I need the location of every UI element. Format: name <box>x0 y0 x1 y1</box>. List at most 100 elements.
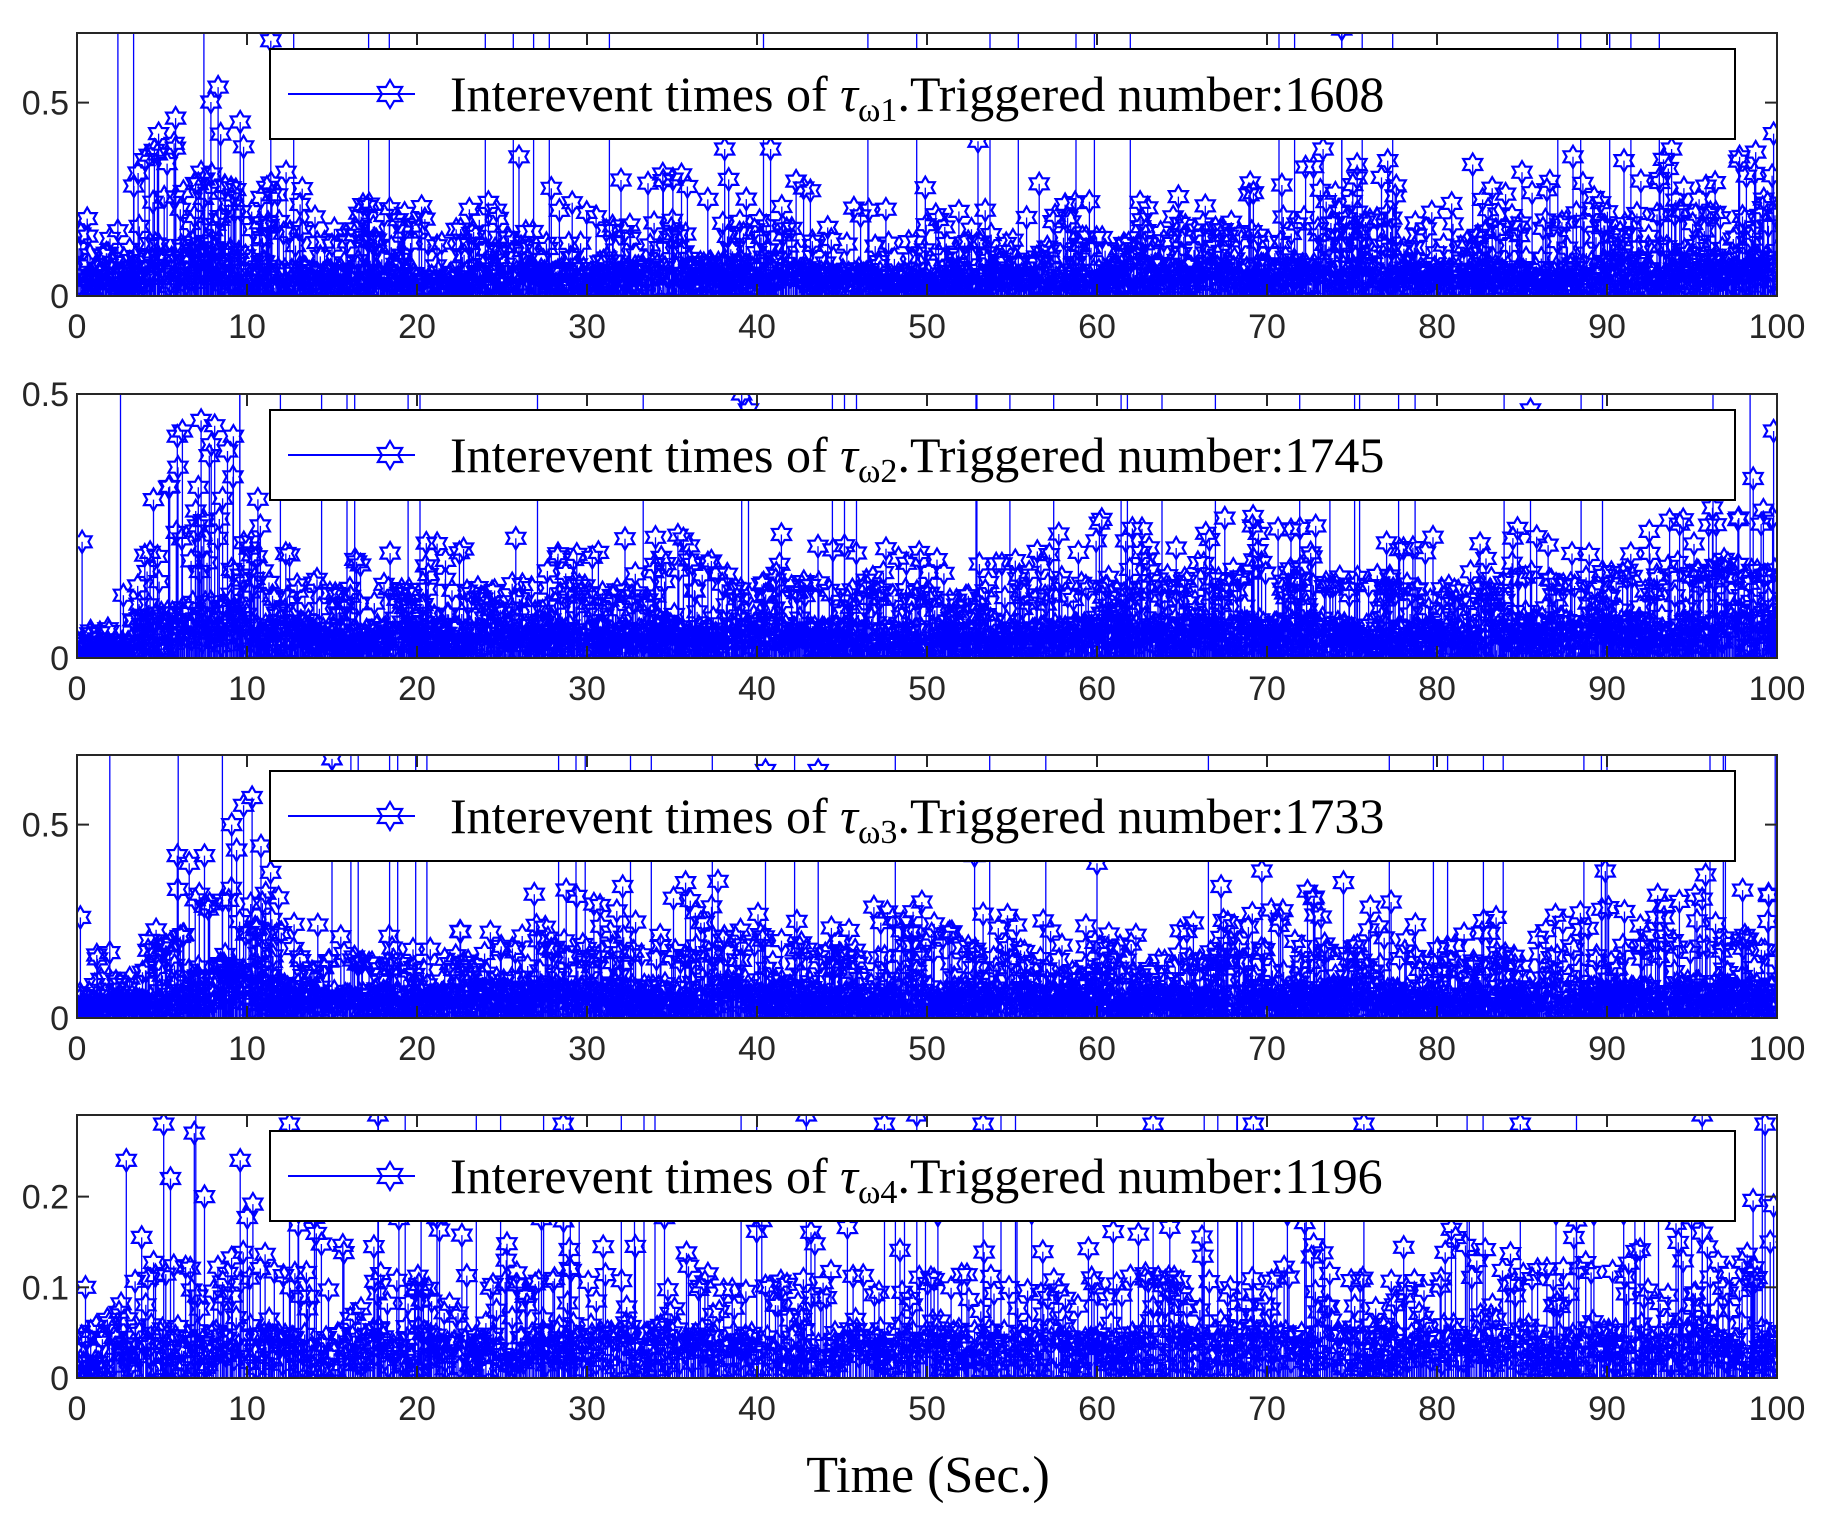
data-point-marker <box>1039 243 1063 270</box>
data-point-marker <box>713 135 737 163</box>
data-point-marker <box>1703 169 1727 196</box>
data-point-marker <box>334 222 358 249</box>
data-point-marker <box>1668 245 1692 273</box>
data-point-marker <box>305 229 329 256</box>
data-point-marker <box>303 203 327 231</box>
data-point-marker <box>1637 223 1661 250</box>
x-axis: 0 10 20 30 40 50 60 70 80 90 100 <box>68 33 1806 346</box>
data-point-marker <box>867 248 891 275</box>
data-point-marker <box>968 228 992 256</box>
legend-box <box>269 48 1736 140</box>
data-point-marker <box>1118 276 1142 296</box>
data-point-marker <box>661 165 685 193</box>
data-point-marker <box>674 220 698 248</box>
x-tick-label: 0 <box>68 308 87 346</box>
data-point-marker <box>584 203 608 230</box>
data-point-marker <box>199 88 223 116</box>
data-point-marker <box>1380 204 1404 232</box>
data-point-marker <box>947 198 971 225</box>
data-point-marker <box>1078 188 1101 215</box>
legend-label: Interevent times of τω1.Triggered number… <box>450 66 1384 129</box>
data-point-marker <box>1345 164 1369 192</box>
data-point-marker <box>290 175 314 202</box>
data-point-marker <box>1376 147 1400 174</box>
data-point-marker <box>182 203 206 230</box>
data-point-marker <box>816 214 840 241</box>
data-point-marker <box>255 174 279 201</box>
data-point-marker <box>478 274 501 296</box>
x-tick-label: 20 <box>398 308 436 346</box>
data-point-marker <box>1345 151 1369 178</box>
data-point-marker <box>291 218 315 245</box>
data-point-marker <box>511 237 535 264</box>
data-point-marker <box>1159 227 1183 255</box>
data-point-marker <box>1734 162 1758 190</box>
data-point-marker <box>835 230 859 258</box>
data-point-marker <box>464 223 488 250</box>
data-point-marker <box>1571 170 1595 197</box>
x-tick-label: 100 <box>1749 308 1806 346</box>
legend-symbol: τ <box>840 66 860 122</box>
data-point-marker <box>874 196 898 223</box>
data-point-marker <box>219 174 243 201</box>
data-point-marker <box>521 218 545 245</box>
data-point-marker <box>1420 199 1444 226</box>
data-point-marker <box>1656 155 1680 182</box>
data-point-marker <box>661 207 684 234</box>
data-point-marker <box>1268 229 1292 256</box>
data-point-marker <box>458 196 481 223</box>
data-point-marker <box>1402 234 1426 261</box>
data-point-marker <box>849 202 872 230</box>
data-point-marker <box>413 205 437 233</box>
y-axis: 00.5 <box>22 85 1777 316</box>
data-point-marker <box>1538 168 1562 195</box>
data-point-marker <box>536 235 560 262</box>
data-point-marker <box>164 104 187 132</box>
data-point-marker <box>342 221 366 248</box>
data-point-marker <box>322 215 346 243</box>
data-point-marker <box>267 208 291 235</box>
data-point-marker <box>979 221 1003 248</box>
data-point-marker <box>192 185 215 212</box>
data-point-marker <box>1744 138 1768 166</box>
data-point-marker <box>1219 209 1243 236</box>
data-point-marker <box>528 246 552 273</box>
x-tick-label: 10 <box>228 308 266 346</box>
data-point-marker <box>274 159 298 186</box>
data-point-marker <box>913 174 937 201</box>
data-point-marker <box>361 213 385 240</box>
data-point-marker <box>122 172 146 200</box>
data-point-marker <box>1375 200 1399 228</box>
data-point-marker <box>1218 250 1242 278</box>
data-point-marker <box>671 277 695 296</box>
data-point-marker <box>154 241 177 268</box>
data-point-marker <box>780 215 804 242</box>
data-point-marker <box>1761 258 1777 286</box>
data-point-marker <box>486 223 510 251</box>
data-point-marker <box>1694 172 1718 200</box>
legend: Interevent times of τω1.Triggered number… <box>269 48 1736 140</box>
data-point-marker <box>372 202 396 229</box>
x-tick-label: 30 <box>568 308 606 346</box>
data-point-marker <box>1384 172 1408 200</box>
data-point-marker <box>148 247 172 274</box>
data-point-marker <box>1572 208 1596 235</box>
data-point-marker <box>1360 239 1384 266</box>
data-point-marker <box>696 186 720 213</box>
data-point-marker <box>1405 247 1429 274</box>
data-point-marker <box>1414 215 1438 242</box>
data-point-marker <box>1759 276 1777 296</box>
data-point-marker <box>539 175 563 202</box>
data-point-marker <box>1510 159 1534 186</box>
data-point-marker <box>163 134 187 162</box>
data-point-marker <box>1238 169 1262 196</box>
data-point-marker <box>1620 209 1644 236</box>
data-point-marker <box>914 211 938 238</box>
data-point-marker <box>206 73 230 101</box>
data-point-marker <box>248 261 272 289</box>
plot-area <box>77 33 1777 296</box>
data-point-marker <box>486 205 510 232</box>
data-point-marker <box>1474 217 1498 245</box>
